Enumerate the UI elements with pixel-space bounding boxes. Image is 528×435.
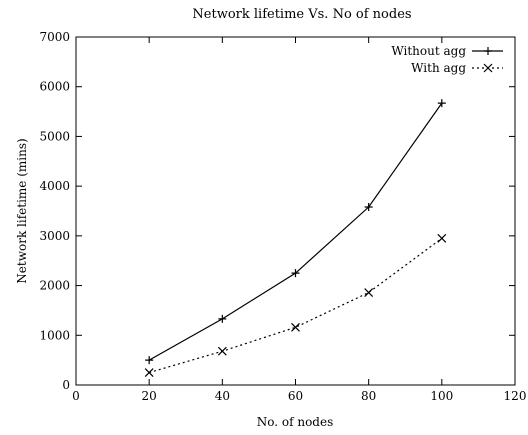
x-tick-label: 40 [215,389,230,403]
legend-label-with-agg: With agg [411,61,466,75]
y-axis: 0 1000 2000 3000 4000 5000 6000 7000 [39,30,515,392]
data-point-with-agg [291,322,300,332]
x-tick-label: 20 [142,389,157,403]
chart-title: Network lifetime Vs. No of nodes [192,7,411,22]
y-tick-label: 5000 [39,129,70,143]
plot-area-frame [75,36,516,386]
y-tick-label: 3000 [39,229,70,243]
y-axis-label: Network lifetime (mins) [15,138,29,283]
data-point-without-agg [364,203,373,212]
legend-label-without-agg: Without agg [391,44,466,58]
legend-marker-without-agg [484,47,492,55]
data-point-with-agg [217,346,227,356]
series-layer [144,99,447,377]
y-tick-label: 4000 [39,179,70,193]
y-tick-label: 6000 [39,80,70,94]
y-tick-label: 2000 [39,279,70,293]
data-point-without-agg [291,269,300,278]
x-tick-label: 100 [430,389,453,403]
x-axis: 0 20 40 60 80 100 120 [72,37,526,403]
data-point-with-agg [144,368,154,377]
y-tick-label: 1000 [39,328,70,342]
data-point-without-agg [145,356,154,365]
x-tick-label: 80 [361,389,376,403]
legend-marker-with-agg [483,63,493,73]
x-tick-label: 60 [288,389,303,403]
y-tick-label: 0 [62,378,70,392]
data-point-with-agg [437,233,447,243]
x-tick-label: 120 [504,389,527,403]
x-axis-label: No. of nodes [257,415,334,429]
legend: Without agg With agg [391,44,503,75]
data-point-with-agg [364,288,374,297]
series-line-without-agg [148,102,443,361]
x-tick-label: 0 [72,389,80,403]
y-tick-label: 7000 [39,30,70,44]
series-line-with-agg [148,237,443,374]
data-point-without-agg [218,314,227,323]
data-point-without-agg [437,99,446,108]
